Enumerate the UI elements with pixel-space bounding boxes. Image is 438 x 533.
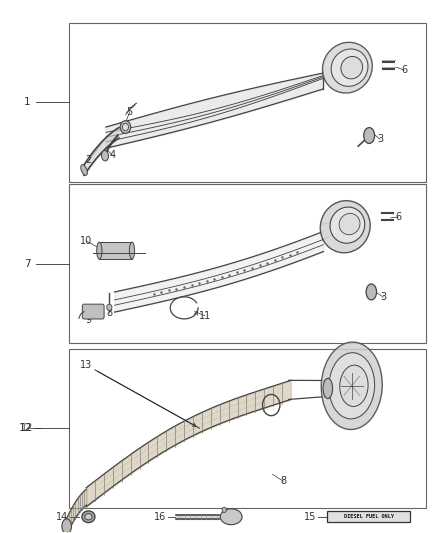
Text: 14: 14 xyxy=(56,512,68,522)
Ellipse shape xyxy=(329,353,374,419)
Text: 3: 3 xyxy=(381,292,387,302)
Text: 5: 5 xyxy=(127,107,133,117)
Text: 2: 2 xyxy=(85,156,92,165)
FancyBboxPatch shape xyxy=(82,304,104,319)
Ellipse shape xyxy=(339,213,360,235)
Text: 8: 8 xyxy=(106,308,113,318)
Ellipse shape xyxy=(321,342,382,430)
Bar xyxy=(69,184,426,343)
Circle shape xyxy=(107,304,112,311)
Circle shape xyxy=(222,507,226,513)
Ellipse shape xyxy=(340,365,368,407)
Text: 9: 9 xyxy=(85,315,92,325)
Ellipse shape xyxy=(364,127,374,143)
Ellipse shape xyxy=(62,519,71,533)
Ellipse shape xyxy=(81,165,87,175)
Text: 6: 6 xyxy=(401,66,407,75)
Text: 15: 15 xyxy=(304,512,317,522)
Ellipse shape xyxy=(341,56,363,79)
Ellipse shape xyxy=(129,242,134,259)
Text: 11: 11 xyxy=(199,311,211,321)
Ellipse shape xyxy=(331,49,368,86)
Bar xyxy=(69,349,426,508)
Text: 4: 4 xyxy=(110,150,116,160)
Ellipse shape xyxy=(323,378,332,399)
Ellipse shape xyxy=(330,207,365,243)
Text: 1: 1 xyxy=(24,97,31,107)
Ellipse shape xyxy=(85,514,92,520)
Text: 10: 10 xyxy=(80,236,92,246)
Ellipse shape xyxy=(102,150,109,161)
Ellipse shape xyxy=(82,511,95,522)
Ellipse shape xyxy=(366,284,377,300)
Ellipse shape xyxy=(97,242,102,259)
Text: 16: 16 xyxy=(154,512,166,522)
Bar xyxy=(69,22,426,182)
Circle shape xyxy=(120,120,131,133)
Text: 3: 3 xyxy=(377,134,383,144)
Circle shape xyxy=(122,123,128,131)
Text: 12: 12 xyxy=(21,423,34,433)
Ellipse shape xyxy=(220,509,242,524)
Text: 8: 8 xyxy=(280,477,286,486)
Ellipse shape xyxy=(322,42,372,93)
Text: 12: 12 xyxy=(19,423,32,433)
Text: 7: 7 xyxy=(24,259,31,269)
Bar xyxy=(99,242,132,259)
Ellipse shape xyxy=(320,200,370,253)
Text: 13: 13 xyxy=(80,360,92,369)
Text: DIESEL FUEL ONLY: DIESEL FUEL ONLY xyxy=(344,514,394,519)
Text: 6: 6 xyxy=(395,212,401,222)
FancyBboxPatch shape xyxy=(327,512,410,522)
